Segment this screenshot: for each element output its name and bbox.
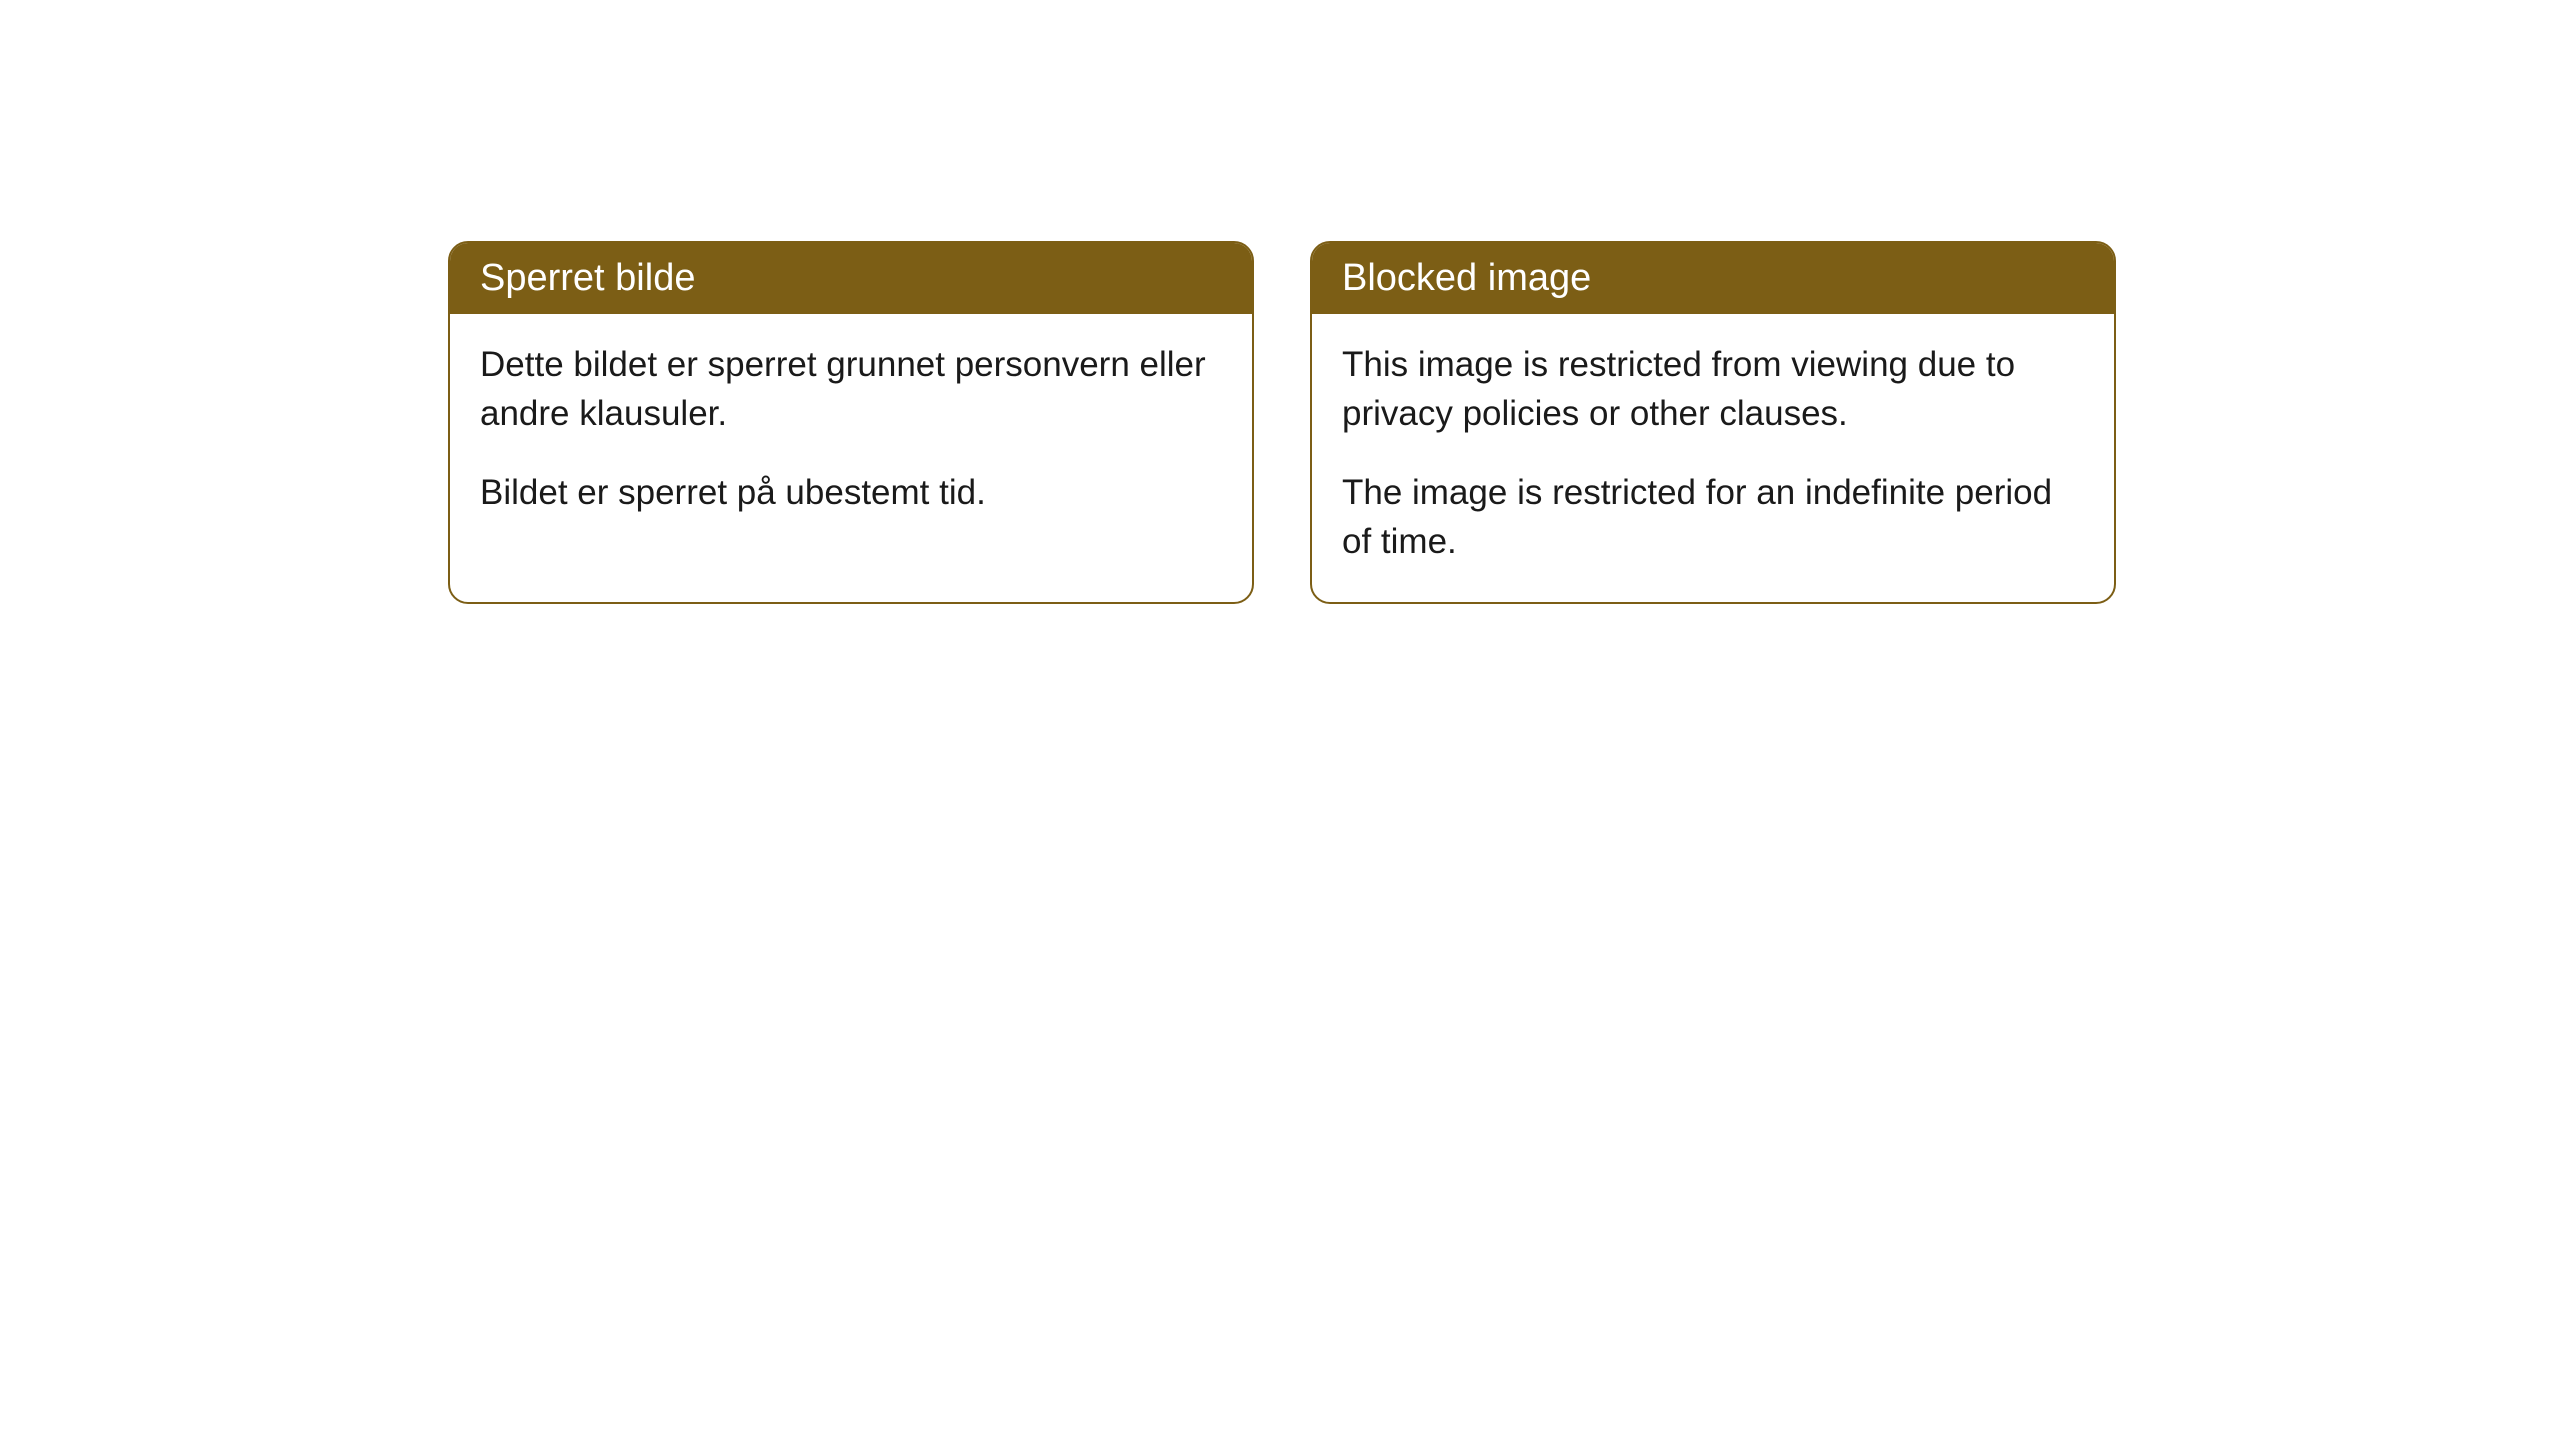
card-title-english: Blocked image [1342,257,1591,299]
card-header-english: Blocked image [1312,243,2114,314]
card-text-1-english: This image is restricted from viewing du… [1342,340,2084,438]
card-text-2-english: The image is restricted for an indefinit… [1342,468,2084,566]
card-header-norwegian: Sperret bilde [450,243,1252,314]
card-body-english: This image is restricted from viewing du… [1312,314,2114,602]
blocked-image-card-norwegian: Sperret bilde Dette bildet er sperret gr… [448,241,1254,604]
card-title-norwegian: Sperret bilde [480,257,695,299]
blocked-image-card-english: Blocked image This image is restricted f… [1310,241,2116,604]
card-text-2-norwegian: Bildet er sperret på ubestemt tid. [480,468,1222,517]
card-body-norwegian: Dette bildet er sperret grunnet personve… [450,314,1252,553]
card-text-1-norwegian: Dette bildet er sperret grunnet personve… [480,340,1222,438]
cards-container: Sperret bilde Dette bildet er sperret gr… [448,241,2116,604]
